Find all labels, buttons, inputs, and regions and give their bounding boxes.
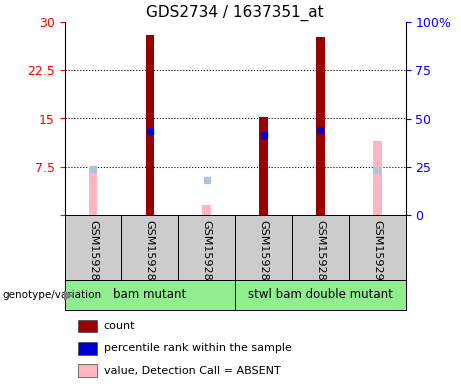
Bar (373, 141, 382, 215)
Bar (235, 280, 406, 310)
Bar (146, 35, 154, 215)
Text: GSM159290: GSM159290 (372, 220, 382, 288)
Text: ▶: ▶ (64, 288, 73, 301)
Text: stwl bam double mutant: stwl bam double mutant (248, 288, 393, 301)
Title: GDS2734 / 1637351_at: GDS2734 / 1637351_at (146, 5, 324, 21)
Text: count: count (104, 321, 135, 331)
Bar (202, 205, 211, 215)
Text: GSM159285: GSM159285 (88, 220, 98, 288)
Text: GSM159287: GSM159287 (201, 220, 212, 288)
Text: GSM159289: GSM159289 (315, 220, 325, 288)
Bar (259, 117, 268, 215)
Bar (89, 167, 97, 215)
Text: genotype/variation: genotype/variation (2, 290, 101, 300)
Text: GSM159288: GSM159288 (259, 220, 269, 288)
Text: GSM159286: GSM159286 (145, 220, 155, 288)
Bar (316, 38, 325, 215)
Text: percentile rank within the sample: percentile rank within the sample (104, 343, 292, 353)
Text: value, Detection Call = ABSENT: value, Detection Call = ABSENT (104, 366, 280, 376)
Bar (65, 280, 235, 310)
Text: bam mutant: bam mutant (113, 288, 186, 301)
